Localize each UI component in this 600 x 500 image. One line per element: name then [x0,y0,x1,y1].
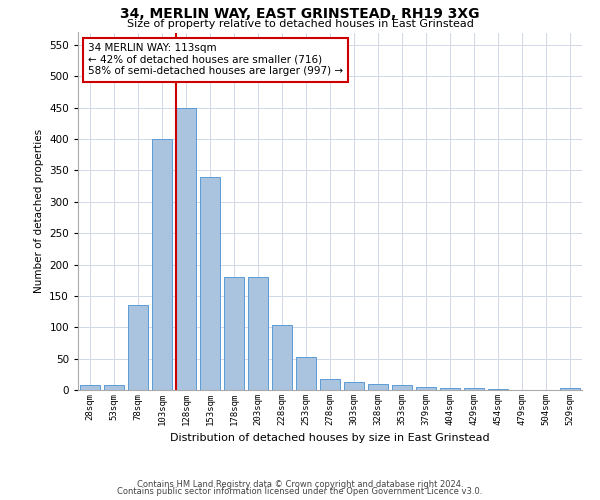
Bar [344,382,364,390]
Bar [320,378,340,390]
Text: 34, MERLIN WAY, EAST GRINSTEAD, RH19 3XG: 34, MERLIN WAY, EAST GRINSTEAD, RH19 3XG [120,8,480,22]
Bar [128,306,148,390]
Bar [488,388,508,390]
Bar [152,139,172,390]
X-axis label: Distribution of detached houses by size in East Grinstead: Distribution of detached houses by size … [170,434,490,444]
Bar [296,358,316,390]
Bar [80,385,100,390]
Bar [200,177,220,390]
Bar [392,385,412,390]
Bar [248,277,268,390]
Text: 34 MERLIN WAY: 113sqm
← 42% of detached houses are smaller (716)
58% of semi-det: 34 MERLIN WAY: 113sqm ← 42% of detached … [88,43,343,76]
Bar [464,388,484,390]
Bar [560,388,580,390]
Bar [224,277,244,390]
Text: Contains HM Land Registry data © Crown copyright and database right 2024.: Contains HM Land Registry data © Crown c… [137,480,463,489]
Bar [176,108,196,390]
Y-axis label: Number of detached properties: Number of detached properties [34,129,44,294]
Bar [440,388,460,390]
Text: Size of property relative to detached houses in East Grinstead: Size of property relative to detached ho… [127,19,473,29]
Bar [416,387,436,390]
Text: Contains public sector information licensed under the Open Government Licence v3: Contains public sector information licen… [118,487,482,496]
Bar [368,384,388,390]
Bar [104,385,124,390]
Bar [272,326,292,390]
